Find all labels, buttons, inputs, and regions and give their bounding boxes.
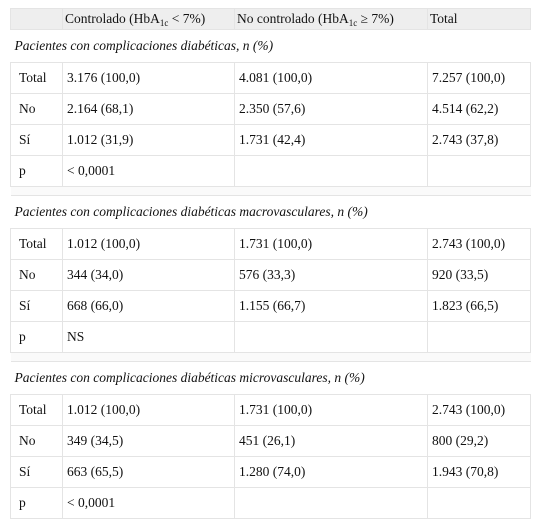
section-title-row: Pacientes con complicaciones diabéticas … [11,196,531,229]
row-label: p [11,322,63,353]
row-label: Total [11,395,63,426]
header-no-controlado: No controlado (HbA1c ≥ 7%) [235,9,428,30]
cell-no-controlado: 1.731 (42,4) [235,125,428,156]
header-row: Controlado (HbA1c < 7%) No controlado (H… [11,9,531,30]
table-container: Controlado (HbA1c < 7%) No controlado (H… [10,8,530,519]
cell-total: 4.514 (62,2) [428,94,531,125]
table-row: Total 1.012 (100,0) 1.731 (100,0) 2.743 … [11,395,531,426]
table-row: p < 0,0001 [11,488,531,519]
table-row: Sí 1.012 (31,9) 1.731 (42,4) 2.743 (37,8… [11,125,531,156]
cell-controlado: 349 (34,5) [63,426,235,457]
cell-no-controlado: 2.350 (57,6) [235,94,428,125]
cell-controlado: NS [63,322,235,353]
row-label: No [11,426,63,457]
cell-no-controlado: 1.731 (100,0) [235,395,428,426]
cell-controlado: 344 (34,0) [63,260,235,291]
table-row: No 349 (34,5) 451 (26,1) 800 (29,2) [11,426,531,457]
cell-no-controlado: 4.081 (100,0) [235,63,428,94]
spacer-cell [11,353,531,362]
cell-total: 1.823 (66,5) [428,291,531,322]
table-row: Sí 663 (65,5) 1.280 (74,0) 1.943 (70,8) [11,457,531,488]
table-row: Sí 668 (66,0) 1.155 (66,7) 1.823 (66,5) [11,291,531,322]
table-row: No 2.164 (68,1) 2.350 (57,6) 4.514 (62,2… [11,94,531,125]
cell-controlado: 2.164 (68,1) [63,94,235,125]
cell-no-controlado: 1.731 (100,0) [235,229,428,260]
cell-total: 7.257 (100,0) [428,63,531,94]
cell-no-controlado [235,322,428,353]
table-row: Total 1.012 (100,0) 1.731 (100,0) 2.743 … [11,229,531,260]
row-label: Sí [11,125,63,156]
header-total: Total [428,9,531,30]
section-title: Pacientes con complicaciones diabéticas … [11,196,531,229]
cell-total: 1.943 (70,8) [428,457,531,488]
cell-total [428,488,531,519]
cell-controlado: 1.012 (100,0) [63,229,235,260]
table-row: No 344 (34,0) 576 (33,3) 920 (33,5) [11,260,531,291]
row-label: Total [11,229,63,260]
cell-controlado: 663 (65,5) [63,457,235,488]
cell-total: 800 (29,2) [428,426,531,457]
row-label: Sí [11,291,63,322]
row-label: Sí [11,457,63,488]
cell-total: 2.743 (100,0) [428,229,531,260]
section-spacer [11,187,531,196]
cell-no-controlado [235,488,428,519]
cell-total [428,322,531,353]
table-row: p NS [11,322,531,353]
row-label: Total [11,63,63,94]
section-title: Pacientes con complicaciones diabéticas,… [11,30,531,63]
cell-total: 2.743 (37,8) [428,125,531,156]
cell-controlado: < 0,0001 [63,156,235,187]
cell-controlado: 1.012 (100,0) [63,395,235,426]
section-spacer [11,353,531,362]
cell-controlado: < 0,0001 [63,488,235,519]
row-label: No [11,260,63,291]
cell-controlado: 3.176 (100,0) [63,63,235,94]
row-label: p [11,488,63,519]
cell-total: 920 (33,5) [428,260,531,291]
spacer-cell [11,187,531,196]
section-title-row: Pacientes con complicaciones diabéticas,… [11,30,531,63]
cell-no-controlado [235,156,428,187]
section-title-row: Pacientes con complicaciones diabéticas … [11,362,531,395]
row-label: p [11,156,63,187]
cell-total [428,156,531,187]
cell-no-controlado: 1.155 (66,7) [235,291,428,322]
cell-controlado: 1.012 (31,9) [63,125,235,156]
header-blank-cell [11,9,63,30]
cell-no-controlado: 1.280 (74,0) [235,457,428,488]
header-controlado: Controlado (HbA1c < 7%) [63,9,235,30]
cell-controlado: 668 (66,0) [63,291,235,322]
row-label: No [11,94,63,125]
table-row: Total 3.176 (100,0) 4.081 (100,0) 7.257 … [11,63,531,94]
cell-no-controlado: 576 (33,3) [235,260,428,291]
cell-total: 2.743 (100,0) [428,395,531,426]
complications-table: Controlado (HbA1c < 7%) No controlado (H… [10,8,531,519]
section-title: Pacientes con complicaciones diabéticas … [11,362,531,395]
table-row: p < 0,0001 [11,156,531,187]
cell-no-controlado: 451 (26,1) [235,426,428,457]
